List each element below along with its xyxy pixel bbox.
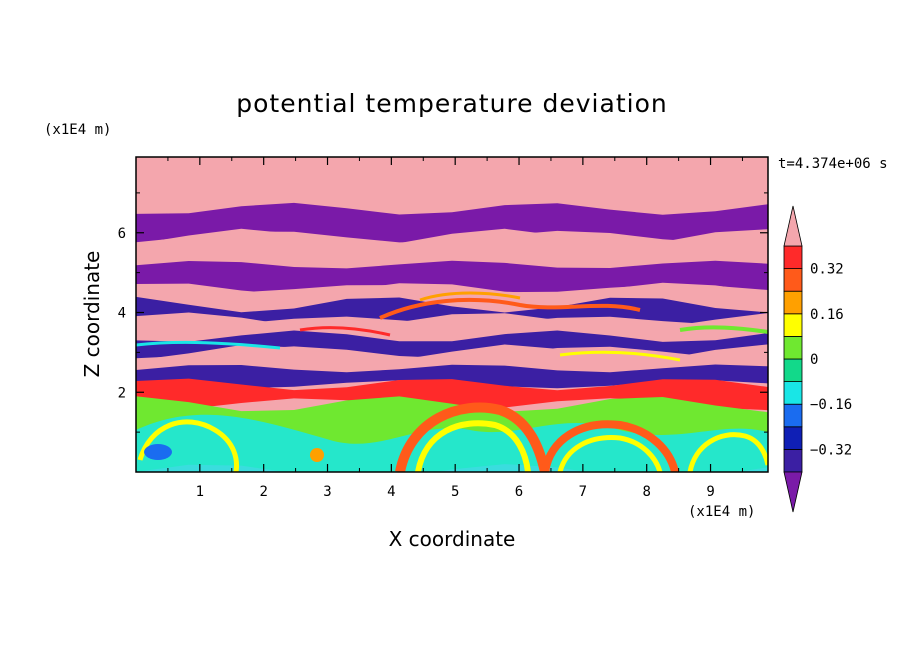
mid-warm-streak-1 — [379, 297, 641, 320]
colorbar-tick-label: 0 — [810, 352, 818, 368]
colorbar-box — [783, 426, 803, 450]
lower-blue-spot — [144, 444, 172, 460]
field-band — [136, 228, 768, 273]
lower-arc-2-inner — [557, 435, 663, 472]
field-band — [136, 157, 768, 213]
x-tick-label: 5 — [451, 484, 459, 500]
field-band — [136, 202, 768, 243]
x-tick-label: 3 — [323, 484, 331, 500]
field-band — [136, 260, 768, 293]
mid-cyan-streak — [136, 340, 281, 350]
lower-arc-1-inner — [415, 420, 531, 472]
colorbar-tick-label: −0.32 — [810, 442, 852, 458]
lower-arc-1 — [395, 402, 550, 472]
colorbar-top-cap — [783, 205, 803, 247]
x-tick-label: 4 — [387, 484, 395, 500]
colorbar-tick-label: 0.16 — [810, 307, 844, 323]
colorbar-box — [783, 403, 803, 428]
mid-warm-streak-3 — [559, 350, 681, 362]
lower-cyan-region — [136, 414, 768, 472]
colorbar-box — [783, 290, 803, 315]
field-band — [136, 344, 768, 377]
y-tick-label: 6 — [118, 226, 126, 242]
x-tick-label: 1 — [196, 484, 204, 500]
lower-arc-2 — [541, 420, 679, 472]
time-label: t=4.374e+06 s — [778, 156, 888, 172]
x-tick-label: 6 — [515, 484, 523, 500]
mid-warm-streak-4 — [299, 326, 391, 337]
x-tick-label: 7 — [579, 484, 587, 500]
field-band — [136, 330, 768, 359]
colorbar-box — [783, 313, 803, 337]
y-ticks: 2 4 6 — [118, 192, 768, 433]
colorbar-box — [783, 381, 803, 405]
colorbar-box — [783, 448, 803, 473]
colorbar-box — [783, 335, 803, 360]
mid-warm-streak-2 — [419, 291, 521, 302]
colorbar-tick-label: 0.32 — [810, 262, 844, 278]
colorbar-bottom-cap — [783, 471, 803, 513]
x-tick-label: 9 — [706, 484, 714, 500]
x-ticks: 1 2 3 4 5 6 7 8 9 — [167, 157, 743, 500]
colorbar — [783, 205, 803, 513]
field-features — [136, 291, 768, 472]
y-unit-label: (x1E4 m) — [44, 122, 111, 138]
y-axis-label: Z coordinate — [80, 251, 104, 378]
x-tick-label: 2 — [259, 484, 267, 500]
lower-arc-4 — [687, 432, 768, 472]
y-tick-label: 2 — [118, 385, 126, 401]
colorbar-box — [783, 358, 803, 383]
x-tick-label: 8 — [642, 484, 650, 500]
lower-orange-spot — [310, 448, 324, 462]
field-band — [136, 364, 768, 389]
plot-frame — [135, 156, 769, 473]
lower-arc-3 — [137, 419, 239, 472]
colorbar-box — [783, 245, 803, 270]
x-unit-label: (x1E4 m) — [688, 504, 755, 520]
colorbar-box — [783, 268, 803, 292]
y-tick-label: 4 — [118, 306, 126, 322]
x-axis-label: X coordinate — [389, 527, 516, 551]
colorbar-labels: 0.32 0.16 0 −0.16 −0.32 — [810, 262, 852, 459]
chart-title: potential temperature deviation — [236, 89, 667, 118]
field-band — [136, 378, 768, 411]
colorbar-tick-label: −0.16 — [810, 397, 852, 413]
plot-area — [136, 157, 768, 472]
mid-green-streak — [679, 325, 768, 334]
field-band — [136, 282, 768, 311]
